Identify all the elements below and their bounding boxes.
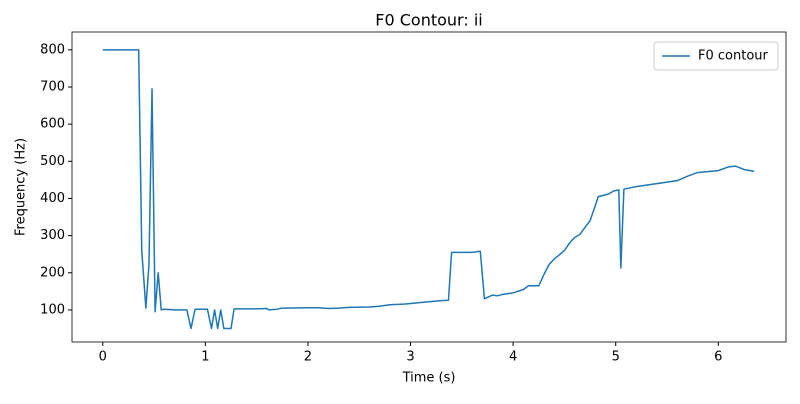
y-tick-label: 500 <box>40 154 65 169</box>
legend-box <box>653 41 779 71</box>
y-axis-label: Frequency (Hz) <box>14 138 29 236</box>
x-tick-label: 4 <box>509 350 517 365</box>
x-tick-label: 3 <box>406 350 414 365</box>
x-tick-label: 6 <box>714 350 722 365</box>
x-tick-label: 5 <box>612 350 620 365</box>
line <box>102 49 755 330</box>
plot-frame <box>71 31 787 343</box>
chart-title: F0 Contour: ii <box>375 11 482 30</box>
y-tick-label: 700 <box>40 79 65 94</box>
x-tick-label: 2 <box>304 350 312 365</box>
y-tick-label: 200 <box>40 265 65 280</box>
x-axis-label: Time (s) <box>402 371 456 386</box>
legend-label: F0 contour <box>698 49 769 64</box>
y-tick-label: 300 <box>40 228 65 243</box>
y-tick-label: 800 <box>40 42 65 57</box>
x-tick-label: 0 <box>99 350 107 365</box>
y-tick-label: 600 <box>40 117 65 132</box>
y-tick-label: 100 <box>40 302 65 317</box>
y-tick-label: 400 <box>40 191 65 206</box>
x-tick-label: 1 <box>201 350 209 365</box>
